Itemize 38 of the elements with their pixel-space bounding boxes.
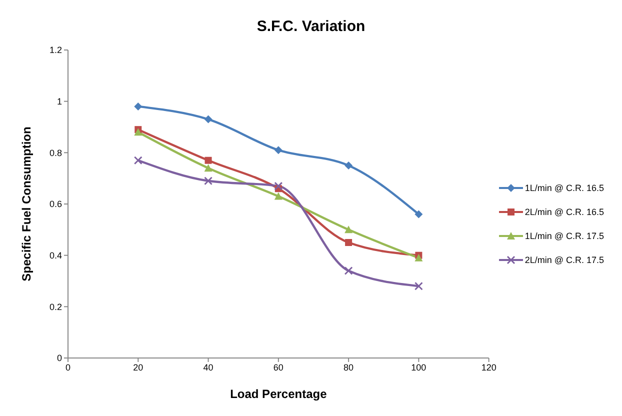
y-tick-label: 0.6 [49, 199, 62, 210]
x-tick-label: 0 [65, 362, 71, 372]
point [414, 210, 423, 218]
point [345, 239, 352, 246]
point [414, 282, 423, 290]
x-tick-label: 40 [203, 362, 214, 372]
x-tick-label: 120 [481, 362, 496, 372]
x-tick-label: 60 [273, 362, 284, 372]
point [134, 128, 142, 136]
point [204, 115, 212, 124]
point [344, 226, 353, 234]
point [134, 156, 142, 165]
y-axis-title: Specific Fuel Consumption [19, 126, 34, 282]
x-axis-title: Load Percentage [230, 387, 328, 401]
y-tick-label: 0.2 [49, 302, 62, 312]
legend-label: 2L/min @ C.R. 16.5 [524, 207, 604, 217]
y-tick-label: 1.2 [49, 45, 62, 56]
point [414, 254, 423, 262]
point [204, 156, 212, 164]
point [204, 176, 213, 186]
x-tick-label: 20 [133, 362, 144, 372]
point [274, 192, 282, 200]
x-tick-label: 100 [411, 362, 426, 372]
legend-label: 1L/min @ C.R. 17.5 [524, 231, 604, 241]
chart-title: S.F.C. Variation [256, 17, 366, 37]
y-tick-label: 1 [56, 96, 62, 107]
legend-label: 1L/min @ C.R. 16.5 [524, 183, 604, 193]
point [344, 266, 353, 275]
y-tick-label: 0.4 [49, 250, 62, 261]
y-tick-label: 0.8 [49, 148, 62, 158]
point [274, 182, 283, 190]
point [134, 102, 142, 110]
y-tick-label: 0 [56, 353, 62, 364]
point [274, 146, 282, 154]
legend-label: 2L/min @ C.R. 17.5 [524, 255, 604, 265]
point [344, 162, 353, 170]
point [204, 164, 212, 172]
x-tick-label: 80 [344, 362, 354, 372]
